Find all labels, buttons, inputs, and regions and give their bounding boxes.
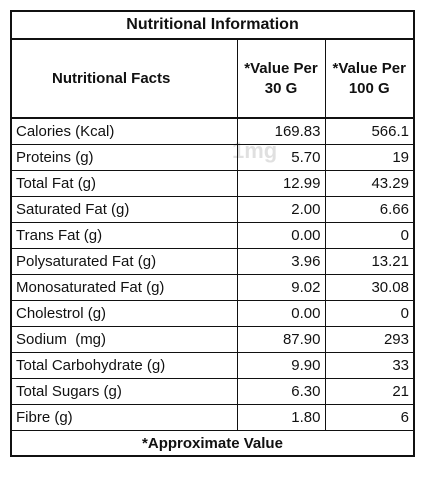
watermark: 1mg xyxy=(232,138,278,163)
table-row: Calories (Kcal) 169.83 566.1 xyxy=(10,117,415,145)
nutrient-value: 5.70 xyxy=(236,144,326,171)
nutrient-name: Fibre (g) xyxy=(10,404,238,431)
nutrient-value: 9.90 xyxy=(236,352,326,379)
table-row: Polysaturated Fat (g) 3.96 13.21 xyxy=(10,248,415,275)
nutrient-value: 293 xyxy=(324,326,415,353)
table-row: Monosaturated Fat (g) 9.02 30.08 xyxy=(10,274,415,301)
table-body: Calories (Kcal) 169.83 566.1 Proteins (g) 5.… xyxy=(10,117,415,431)
nutrient-value: 6.30 xyxy=(236,378,326,405)
nutrient-name: Total Sugars (g) xyxy=(10,378,238,405)
nutrient-name: Total Carbohydrate (g) xyxy=(10,352,238,379)
nutrient-name: Monosaturated Fat (g) xyxy=(10,274,238,301)
table-title: Nutritional Information xyxy=(10,10,415,40)
table-row: Total Carbohydrate (g) 9.90 33 xyxy=(10,352,415,379)
nutrient-name: Saturated Fat (g) xyxy=(10,196,238,223)
nutrient-value: 169.83 xyxy=(236,117,326,145)
nutrient-value: 30.08 xyxy=(324,274,415,301)
nutrient-value: 0 xyxy=(324,222,415,249)
nutrient-value: 2.00 xyxy=(236,196,326,223)
nutrient-name: Polysaturated Fat (g) xyxy=(10,248,238,275)
nutrient-value: 13.21 xyxy=(324,248,415,275)
table-row: Trans Fat (g) 0.00 0 xyxy=(10,222,415,249)
nutrient-value: 0.00 xyxy=(236,300,326,327)
nutrient-value: 21 xyxy=(324,378,415,405)
nutrient-value: 3.96 xyxy=(236,248,326,275)
nutrient-value: 19 xyxy=(324,144,415,171)
table-row: Fibre (g) 1.80 6 xyxy=(10,404,415,431)
table-row: Saturated Fat (g) 2.00 6.66 xyxy=(10,196,415,223)
table-row: Cholestrol (g) 0.00 0 xyxy=(10,300,415,327)
nutrition-table: Nutritional Information Nutritional Fact… xyxy=(10,10,415,457)
header-cell: *Value Per 30 G xyxy=(236,38,326,119)
table-row: Total Fat (g) 12.99 43.29 xyxy=(10,170,415,197)
header-cell: Nutritional Facts xyxy=(10,38,238,119)
nutrient-name: Calories (Kcal) xyxy=(10,117,238,145)
header-cell: *Value Per 100 G xyxy=(324,38,415,119)
nutrient-name: Sodium (mg) xyxy=(10,326,238,353)
nutrient-value: 6.66 xyxy=(324,196,415,223)
nutrient-value: 9.02 xyxy=(236,274,326,301)
nutrient-value: 1.80 xyxy=(236,404,326,431)
nutrient-value: 566.1 xyxy=(324,117,415,145)
nutrient-value: 6 xyxy=(324,404,415,431)
nutrient-name: Proteins (g) xyxy=(10,144,238,171)
nutrient-name: Total Fat (g) xyxy=(10,170,238,197)
table-row: Sodium (mg) 87.90 293 xyxy=(10,326,415,353)
nutrient-name: Cholestrol (g) xyxy=(10,300,238,327)
table-row: Total Sugars (g) 6.30 21 xyxy=(10,378,415,405)
nutrient-value: 87.90 xyxy=(236,326,326,353)
nutrient-value: 0.00 xyxy=(236,222,326,249)
nutrient-value: 43.29 xyxy=(324,170,415,197)
nutrient-name: Trans Fat (g) xyxy=(10,222,238,249)
table-footer: *Approximate Value xyxy=(10,430,415,457)
table-row: Proteins (g) 5.70 19 xyxy=(10,144,415,171)
nutrient-value: 33 xyxy=(324,352,415,379)
nutrient-value: 0 xyxy=(324,300,415,327)
nutrient-value: 12.99 xyxy=(236,170,326,197)
